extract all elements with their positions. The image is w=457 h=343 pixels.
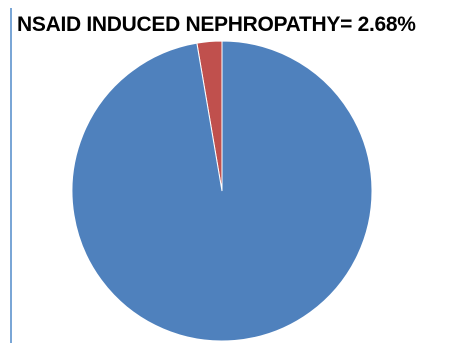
chart-title: NSAID INDUCED NEPHROPATHY= 2.68% (17, 13, 416, 36)
pie-slice-1 (71, 40, 373, 342)
chart-frame-border (10, 8, 12, 343)
